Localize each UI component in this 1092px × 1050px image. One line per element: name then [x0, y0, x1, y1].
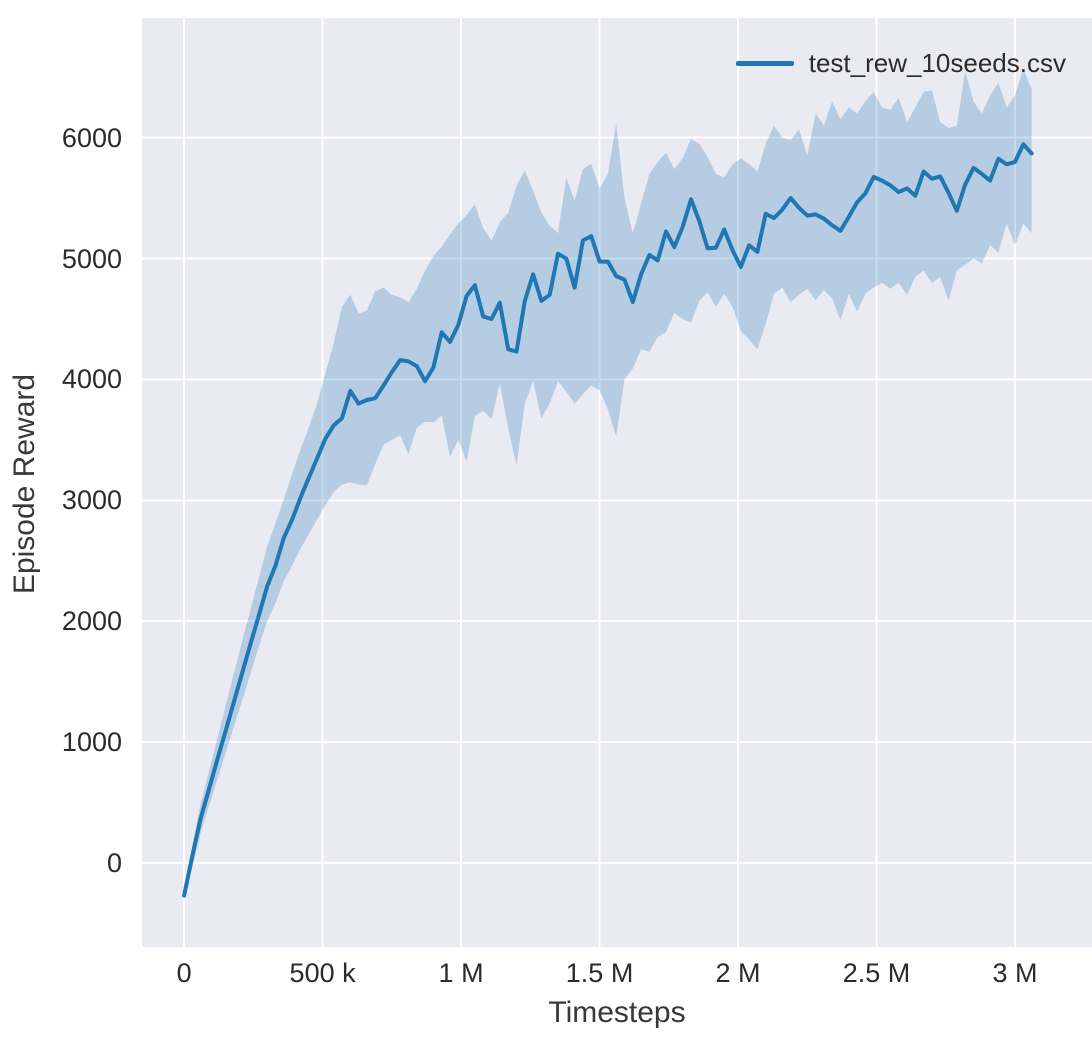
- x-tick-label: 2 M: [715, 958, 761, 988]
- legend: test_rew_10seeds.csv: [735, 48, 1066, 79]
- x-tick-label: 1.5 M: [565, 958, 634, 988]
- x-tick-label: 500 k: [289, 958, 356, 988]
- chart-canvas: [142, 18, 1092, 947]
- confidence-band: [184, 68, 1032, 896]
- y-axis-label: Episode Reward: [8, 373, 41, 595]
- y-tick-label: 1000: [61, 727, 122, 758]
- y-tick-label: 3000: [61, 485, 122, 516]
- series-line: [182, 142, 1034, 898]
- x-tick-label: 3 M: [992, 958, 1038, 988]
- x-tick-label: 2.5 M: [842, 958, 911, 988]
- y-tick-label: 4000: [61, 364, 122, 395]
- plot-area: test_rew_10seeds.csv: [142, 18, 1092, 947]
- y-tick-label: 0: [106, 847, 122, 878]
- y-tick-label: 6000: [61, 122, 122, 153]
- x-tick-label: 0: [176, 958, 192, 988]
- x-tick-label: 1 M: [438, 958, 484, 988]
- x-axis-label: Timesteps: [548, 996, 686, 1029]
- y-tick-label: 5000: [61, 243, 122, 274]
- legend-label: test_rew_10seeds.csv: [808, 48, 1066, 78]
- legend-line-icon: [735, 61, 794, 66]
- y-tick-label: 2000: [61, 606, 122, 637]
